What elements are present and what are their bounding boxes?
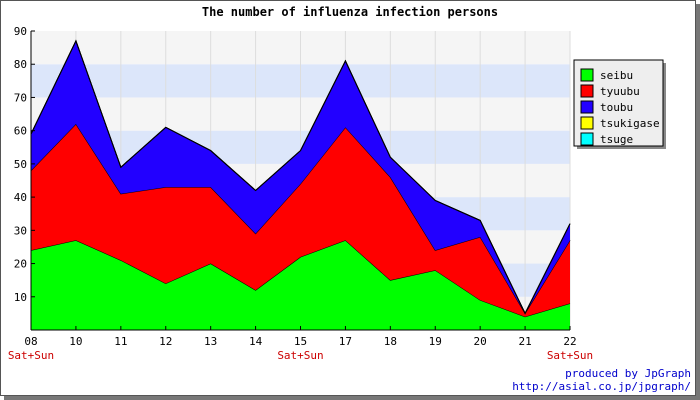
y-tick-label: 90 [14, 25, 27, 38]
x-tick-label: 12 [159, 335, 172, 348]
y-tick-label: 70 [14, 91, 27, 104]
legend-swatch-tyuubu [580, 84, 594, 98]
x-tick-label: 17 [339, 335, 352, 348]
x-tick-label: 19 [429, 335, 442, 348]
series-area-toubu [31, 40, 570, 314]
legend-label-seibu: seibu [600, 69, 633, 82]
legend-swatch-tsuge [580, 132, 594, 146]
y-tick-label: 20 [14, 258, 27, 271]
y-tick-label: 50 [14, 158, 27, 171]
weekend-label: Sat+Sun [547, 349, 593, 362]
x-tick-label: 10 [69, 335, 82, 348]
x-tick-label: 21 [518, 335, 531, 348]
legend-swatch-tsukigase [580, 116, 594, 130]
y-tick-label: 40 [14, 191, 27, 204]
x-tick-label: 13 [204, 335, 217, 348]
x-tick-labels: 08 10 11 12 13 14 15 17 18 19 20 21 22 [24, 335, 576, 348]
series-area-seibu [31, 240, 570, 330]
legend-label-tsukigase: tsukigase [600, 117, 660, 130]
legend-label-tsuge: tsuge [600, 133, 633, 146]
x-tick-label: 15 [294, 335, 307, 348]
x-tick-label: 20 [474, 335, 487, 348]
y-tick-label: 30 [14, 224, 27, 237]
chart-title: The number of influenza infection person… [202, 5, 498, 19]
legend-label-toubu: toubu [600, 101, 633, 114]
x-tick-label: 22 [563, 335, 576, 348]
y-tick-label: 60 [14, 125, 27, 138]
y-tick-labels: 10 20 30 40 50 60 70 80 90 [14, 25, 27, 304]
x-tick-label: 14 [249, 335, 263, 348]
series-area-tyuubu [31, 124, 570, 317]
series-line-tsuge [30, 39, 571, 315]
y-tick-label: 10 [14, 291, 27, 304]
axes [30, 30, 571, 331]
weekend-label: Sat+Sun [8, 349, 54, 362]
legend-swatch-seibu [580, 68, 594, 82]
x-tick-label: 08 [24, 335, 37, 348]
credit-line-2: http://asial.co.jp/jpgraph/ [512, 380, 691, 393]
legend-swatch-toubu [580, 100, 594, 114]
series-areas [30, 39, 571, 330]
x-tick-label: 11 [114, 335, 127, 348]
y-tick-label: 80 [14, 58, 27, 71]
credit-line-1: produced by JpGraph [565, 367, 691, 380]
x-tick-label: 18 [384, 335, 397, 348]
weekend-labels: Sat+Sun Sat+Sun Sat+Sun [8, 349, 593, 362]
legend-label-tyuubu: tyuubu [600, 85, 640, 98]
weekend-label: Sat+Sun [277, 349, 323, 362]
legend: seibu tyuubu toubu tsukigase tsuge [573, 59, 666, 149]
